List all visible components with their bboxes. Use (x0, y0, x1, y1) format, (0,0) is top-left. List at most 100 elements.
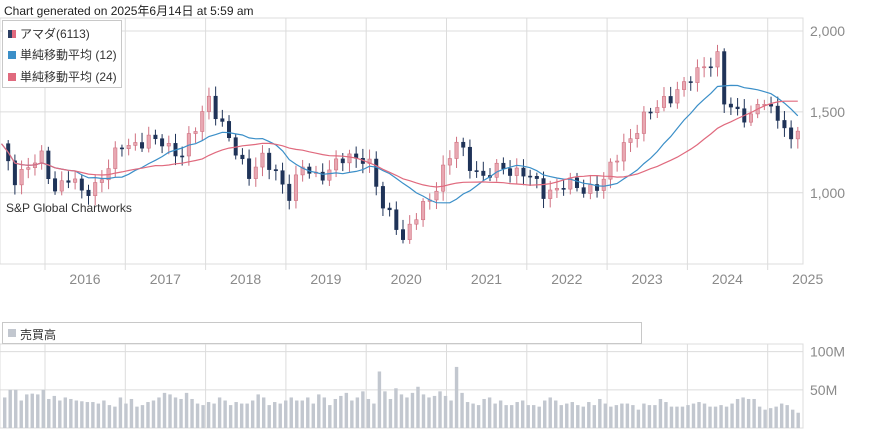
legend-label-ma12: 単純移動平均 (12) (20, 48, 117, 62)
candle-body (86, 189, 91, 196)
volume-bar (36, 394, 40, 428)
price-plot-frame (0, 17, 804, 265)
candle-body (481, 170, 486, 176)
volume-bar (361, 391, 365, 428)
volume-bar (708, 406, 712, 428)
volume-bar (405, 397, 409, 428)
volume-bar (217, 397, 222, 428)
candle-body (280, 170, 285, 185)
volume-bar (735, 398, 740, 428)
volume-bar (719, 405, 723, 428)
volume-bar (576, 405, 580, 428)
candle-body (394, 209, 399, 230)
candle-body (126, 145, 131, 149)
volume-bar (482, 398, 486, 428)
volume-bar (135, 406, 139, 428)
volume-bar (730, 403, 734, 428)
candle-body (19, 169, 24, 186)
candle-body (193, 131, 198, 134)
volume-bar (399, 394, 404, 428)
candle-body (300, 166, 305, 176)
candle-body (166, 143, 171, 147)
volume-bar (124, 403, 128, 428)
price-axis: 1,000 1,500 2,000 (810, 23, 845, 201)
volume-bar (625, 403, 630, 428)
volume-bar (344, 392, 349, 428)
candle-body (635, 133, 640, 139)
volume-bar (289, 397, 293, 428)
volume-bar (691, 403, 696, 428)
volume-bar (295, 400, 299, 428)
volume-bar (796, 412, 800, 428)
candle-body (675, 89, 680, 104)
volume-bar (642, 403, 646, 428)
price-tick-label: 1,000 (810, 185, 845, 201)
candle-body (99, 179, 104, 183)
volume-bar (680, 406, 685, 428)
volume-bar (173, 397, 178, 428)
candle-body (554, 188, 559, 191)
candle-body (26, 167, 31, 170)
volume-bar (190, 398, 194, 428)
volume-bar (245, 403, 249, 428)
candle-body (595, 184, 600, 191)
candle-body (454, 141, 459, 159)
candlestick-icon (8, 30, 16, 38)
year-tick-label: 2020 (391, 271, 422, 287)
year-tick-label: 2025 (792, 271, 823, 287)
volume-bar (212, 403, 216, 428)
candle-body (775, 105, 780, 121)
volume-bar (614, 405, 619, 428)
volume-bar (570, 402, 574, 428)
watermark-text: S&P Global Chartworks (6, 201, 132, 215)
volume-tick-label: 50M (810, 382, 837, 398)
ma24-swatch-icon (8, 73, 16, 81)
candle-body (293, 174, 298, 201)
candle-body (421, 201, 426, 221)
volume-bar (234, 402, 238, 428)
volume-bar (443, 395, 448, 428)
volume-bar (416, 386, 420, 428)
candle-body (73, 178, 78, 183)
volume-bar (201, 405, 205, 428)
candle-body (39, 150, 44, 164)
volume-bar (350, 400, 354, 428)
candle-body (79, 178, 84, 191)
candle-body (534, 176, 539, 179)
candle-body (340, 158, 345, 164)
candle-body (668, 96, 673, 104)
volume-bar (58, 400, 62, 428)
volume-bar (609, 406, 613, 428)
volume-bar (763, 409, 767, 428)
volume-bar (664, 402, 668, 428)
candle-body (708, 66, 713, 69)
ma24-line (1, 100, 798, 188)
volume-bar (91, 402, 95, 428)
volume-bar (3, 397, 7, 428)
volume-bar (69, 398, 73, 428)
volume-bar (724, 406, 729, 428)
moving-average-lines (1, 84, 799, 204)
candle-body (434, 190, 439, 201)
volume-bar (785, 405, 789, 428)
candle-body (508, 168, 513, 176)
candle-body (461, 141, 466, 148)
candle-body (287, 183, 292, 201)
legend-label-stock: アマダ(6113) (20, 27, 90, 41)
volume-axis: 50M 100M (810, 344, 845, 398)
candle-body (200, 111, 205, 132)
volume-bar (520, 400, 525, 428)
candle-body (253, 166, 258, 179)
volume-bar (438, 391, 442, 428)
candle-body (140, 142, 145, 149)
candle-body (240, 154, 245, 160)
volume-legend-label: 売買高 (20, 328, 57, 342)
volume-bar (449, 400, 453, 428)
volume-bar (603, 403, 608, 428)
volume-bar (328, 405, 332, 428)
ma12-line (1, 84, 799, 204)
volume-bar (410, 392, 415, 428)
volume-bar (96, 403, 101, 428)
candle-body (748, 113, 753, 123)
candle-body (93, 182, 98, 196)
